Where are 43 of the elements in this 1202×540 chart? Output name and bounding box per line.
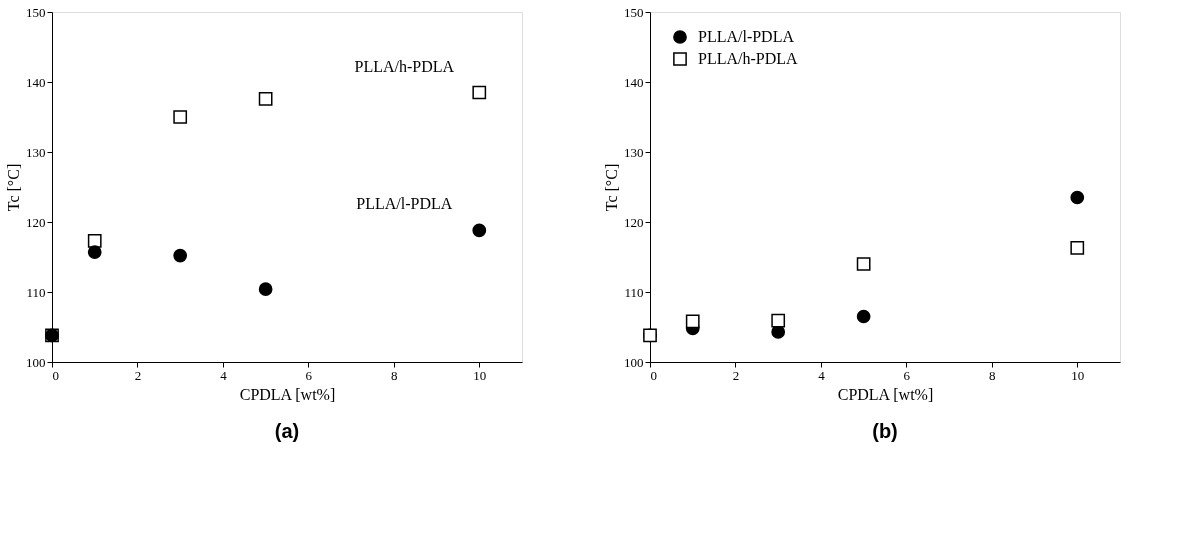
x-tick-label: 10 xyxy=(473,367,487,383)
legend-label: PLLA/l-PDLA xyxy=(698,28,795,45)
point xyxy=(258,282,273,297)
x-tick-label: 10 xyxy=(1071,367,1085,383)
text: (a) xyxy=(274,420,300,442)
x-tick-label: 6 xyxy=(305,367,313,383)
x-axis-title: CPDLA [wt%] xyxy=(239,385,336,403)
y-tick-label: 100 xyxy=(26,354,46,370)
y-tick-label: 120 xyxy=(624,214,644,230)
x-tick-label: 4 xyxy=(220,367,228,383)
text: (b) xyxy=(872,420,898,442)
point xyxy=(856,309,871,324)
point xyxy=(472,223,487,238)
point xyxy=(1070,190,1085,205)
x-tick-label: 0 xyxy=(52,367,59,383)
y-tick-label: 110 xyxy=(624,284,644,300)
y-tick-label: 140 xyxy=(26,74,46,90)
point xyxy=(472,85,487,100)
point xyxy=(685,314,700,329)
legend-label: PLLA/h-PDLA xyxy=(698,50,798,67)
point xyxy=(771,313,786,328)
x-tick-label: 8 xyxy=(391,367,398,383)
x-tick-label: 0 xyxy=(650,367,657,383)
y-tick-label: 140 xyxy=(624,74,644,90)
y-tick-label: 100 xyxy=(624,354,644,370)
y-tick-label: 130 xyxy=(26,144,46,160)
series-label: PLLA/h-PDLA xyxy=(354,57,455,75)
x-tick-label: 2 xyxy=(134,367,142,383)
x-axis-title: CPDLA [wt%] xyxy=(837,385,934,403)
y-tick-label: 110 xyxy=(26,284,46,300)
y-tick-label: 150 xyxy=(26,4,46,20)
x-tick-label: 8 xyxy=(989,367,996,383)
y-tick-label: 120 xyxy=(26,214,46,230)
y-tick-label: 130 xyxy=(624,144,644,160)
series-label: PLLA/l-PDLA xyxy=(356,195,453,213)
point xyxy=(87,245,102,259)
x-tick-label: 6 xyxy=(903,367,911,383)
point xyxy=(173,248,188,263)
y-axis-title: Tc [°C] xyxy=(5,163,22,212)
x-tick-label: 2 xyxy=(732,367,740,383)
y-tick-label: 150 xyxy=(624,4,644,20)
y-axis-title: Tc [°C] xyxy=(603,163,620,212)
x-tick-label: 4 xyxy=(818,367,826,383)
